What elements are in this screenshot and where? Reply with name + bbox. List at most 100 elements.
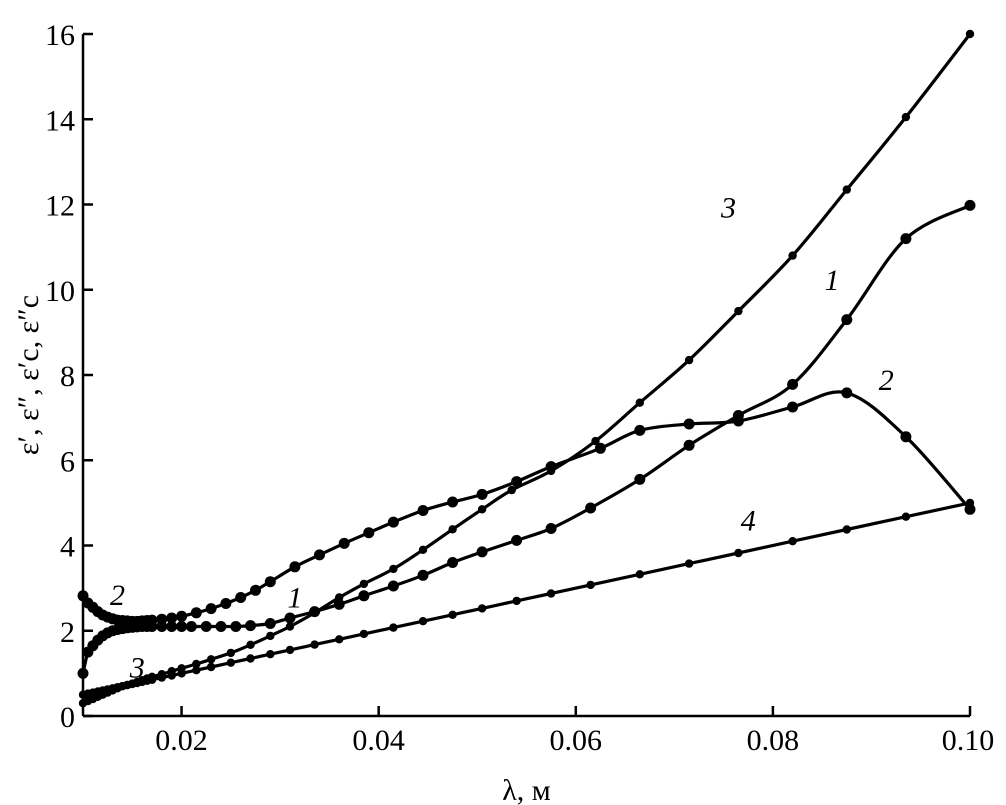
y-tick-label: 16	[45, 19, 75, 52]
series-3-point	[635, 398, 644, 407]
series-3-point	[285, 622, 295, 631]
curve-label-2: 2	[879, 364, 894, 397]
series-4	[78, 498, 975, 699]
series-4-line	[81, 501, 972, 697]
y-tick-label: 14	[45, 104, 75, 137]
series-4-point	[586, 580, 595, 590]
series-1-point	[787, 378, 799, 390]
series-1-point	[841, 314, 853, 326]
y-tick-label: 6	[60, 445, 75, 478]
series-2-point	[964, 503, 976, 515]
series-3-point	[310, 608, 319, 617]
series-4-point	[285, 645, 295, 655]
y-tick-label: 8	[60, 360, 75, 393]
series-1-point	[417, 569, 429, 581]
x-tick-label: 0.06	[550, 724, 603, 757]
series-2-point	[476, 488, 488, 500]
series-4-point	[266, 650, 275, 659]
series-3-point	[477, 505, 487, 514]
series-2-point	[841, 387, 853, 399]
series-2-point	[146, 614, 158, 626]
series-4-point	[147, 675, 157, 684]
series-4-point	[389, 623, 398, 632]
y-tick-label: 4	[60, 531, 75, 564]
curve-labels: 1 1 2 2 3 3 4	[110, 191, 894, 684]
series-3-point	[507, 485, 516, 495]
series-3-point	[359, 579, 369, 589]
series-4-point	[226, 658, 235, 667]
series-3-point	[335, 593, 344, 602]
series-4-point	[734, 548, 743, 558]
series-2-point	[417, 505, 429, 516]
series-4-point	[206, 662, 216, 672]
curve-label-4: 4	[741, 505, 756, 538]
series-4-point	[546, 589, 556, 598]
x-tick-label: 0.10	[942, 724, 995, 757]
series-1-point	[476, 546, 488, 558]
series-2-point	[190, 607, 202, 619]
series-2-point	[683, 418, 695, 430]
series-4-point	[192, 666, 201, 675]
series-4-point	[477, 604, 487, 613]
y-tick-label: 2	[60, 616, 75, 649]
series-3-point	[546, 466, 556, 476]
series-4-point	[167, 671, 176, 680]
series-3-point	[448, 525, 457, 534]
y-tick-label: 0	[60, 701, 75, 734]
series-3-point	[418, 545, 428, 554]
series-2-point	[314, 549, 325, 561]
series-layer	[77, 29, 976, 708]
series-1-point	[215, 621, 227, 632]
series-3-line	[81, 32, 972, 705]
series-1-point	[284, 612, 296, 624]
series-2-point	[289, 561, 301, 573]
series-1-point	[585, 502, 597, 514]
x-axis-label: λ, м	[502, 774, 551, 805]
series-4-point	[684, 559, 694, 568]
series-1-point	[333, 598, 345, 610]
series-3-point	[226, 648, 235, 658]
y-axis-label: ε′, ε″, ε′c, ε″c	[12, 295, 45, 455]
x-tick-label: 0.08	[747, 724, 800, 757]
series-1-point	[176, 621, 188, 632]
series-1-point	[447, 557, 459, 568]
series-2-point	[338, 537, 350, 549]
series-3-point	[206, 655, 216, 664]
series-4-point	[842, 525, 851, 534]
series-1-point	[511, 534, 523, 546]
series-1-point	[634, 473, 646, 485]
series-4-point	[359, 629, 369, 639]
series-2-point	[634, 424, 646, 436]
series-4-point	[901, 512, 911, 521]
curve-label-1: 1	[287, 581, 302, 614]
series-1-point	[185, 621, 197, 632]
series-2-point	[787, 401, 799, 413]
series-2-point	[511, 476, 523, 488]
series-1-point	[245, 620, 256, 632]
series-4-point	[246, 654, 255, 663]
curve-label-1: 1	[825, 264, 840, 297]
series-2-point	[205, 603, 217, 615]
series-2-point	[176, 610, 188, 622]
series-3-point	[266, 631, 275, 641]
series-1-point	[683, 439, 695, 451]
series-3-point	[901, 112, 911, 122]
series-4-point	[157, 673, 166, 682]
x-tick-label: 0.04	[352, 724, 405, 757]
x-ticks: 0.02 0.04 0.06 0.08 0.10	[155, 706, 994, 757]
series-4-point	[512, 596, 521, 606]
series-4-point	[418, 617, 428, 626]
series-3-point	[591, 436, 600, 446]
series-4-point	[635, 570, 644, 579]
curve-label-3: 3	[720, 191, 736, 224]
series-3-point	[684, 355, 694, 365]
series-4-point	[965, 498, 975, 508]
series-2-point	[156, 613, 168, 625]
y-tick-label: 10	[45, 275, 75, 308]
series-3-point	[734, 306, 743, 316]
series-1-point	[358, 590, 370, 602]
series-1-point	[264, 618, 276, 629]
x-tick-label: 0.02	[155, 724, 208, 757]
